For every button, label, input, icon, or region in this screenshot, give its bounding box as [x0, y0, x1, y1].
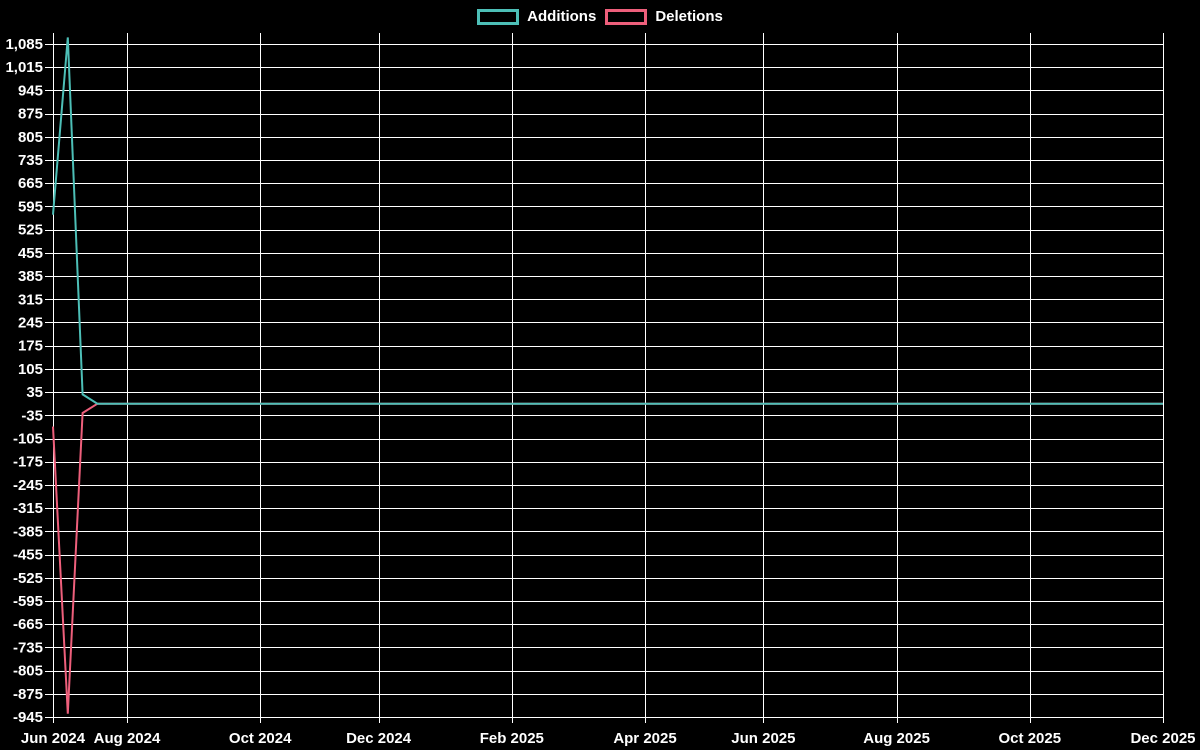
y-axis-tick-label: 805: [18, 129, 43, 146]
x-axis-tick-label: Aug 2024: [94, 730, 161, 747]
y-axis-tick-label: 245: [18, 314, 43, 331]
x-axis-tick-label: Dec 2025: [1130, 730, 1195, 747]
y-axis-tick-label: 105: [18, 361, 43, 378]
additions-swatch-icon: [477, 9, 520, 25]
y-axis-tick-label: 595: [18, 198, 43, 215]
y-axis-tick-label: -315: [13, 500, 43, 517]
legend-item-additions[interactable]: Additions: [477, 9, 596, 25]
legend-deletions-label: Deletions: [655, 8, 723, 25]
x-axis-tick-label: Aug 2025: [863, 730, 930, 747]
y-axis-tick-label: 735: [18, 152, 43, 169]
y-axis-tick-label: -105: [13, 431, 43, 448]
legend-additions-label: Additions: [527, 8, 597, 25]
y-axis-tick-label: 315: [18, 291, 43, 308]
y-axis-tick-label: -35: [21, 407, 43, 424]
y-axis-tick-label: 665: [18, 175, 43, 192]
y-axis-tick-label: -945: [13, 709, 43, 726]
series-line-additions[interactable]: [52, 37, 1163, 405]
y-axis-tick-label: -385: [13, 523, 43, 540]
y-axis-tick-label: -805: [13, 663, 43, 680]
x-axis-tick-label: Oct 2025: [999, 730, 1062, 747]
chart-legend: Additions Deletions: [0, 9, 1200, 25]
y-axis-tick-label: 1,085: [5, 36, 43, 53]
x-axis-tick-label: Dec 2024: [346, 730, 412, 747]
legend-item-deletions[interactable]: Deletions: [605, 9, 723, 25]
y-axis-tick-label: 385: [18, 268, 43, 285]
y-axis-tick-label: 945: [18, 82, 43, 99]
y-axis-tick-label: -175: [13, 454, 43, 471]
y-axis-tick-label: 525: [18, 222, 43, 239]
y-axis-tick-label: 455: [18, 245, 43, 262]
y-axis-tick-label: 875: [18, 106, 43, 123]
series-line-deletions[interactable]: [52, 402, 1163, 714]
deletions-swatch-icon: [605, 9, 648, 25]
y-axis-tick-label: -665: [13, 616, 43, 633]
x-axis-tick-label: Apr 2025: [613, 730, 676, 747]
y-axis-tick-label: 175: [18, 338, 43, 355]
y-axis-tick-label: 1,015: [5, 59, 43, 76]
y-axis-tick-label: -245: [13, 477, 43, 494]
y-axis-tick-label: -595: [13, 593, 43, 610]
x-axis-tick-label: Feb 2025: [480, 730, 544, 747]
x-axis-tick-label: Jun 2024: [21, 730, 86, 747]
y-axis-tick-label: -455: [13, 547, 43, 564]
y-axis-tick-label: 35: [26, 384, 43, 401]
x-axis-tick-label: Jun 2025: [731, 730, 795, 747]
x-axis-tick-label: Oct 2024: [229, 730, 292, 747]
y-axis-tick-label: -875: [13, 686, 43, 703]
y-axis-tick-label: -735: [13, 639, 43, 656]
y-axis-tick-label: -525: [13, 570, 43, 587]
